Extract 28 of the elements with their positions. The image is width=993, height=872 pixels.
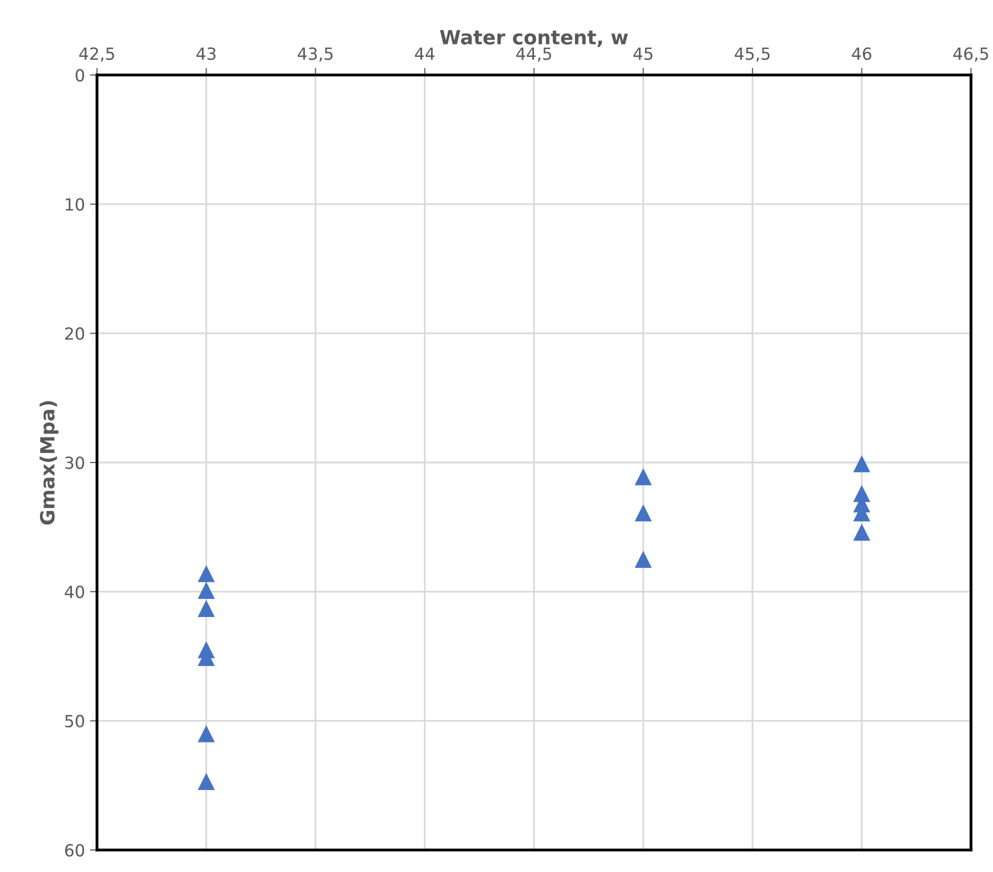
x-tick-label: 42,5 [79,47,114,62]
y-tick-label: 60 [65,844,84,857]
y-tick-label: 50 [65,714,84,728]
x-tick-label: 46 [852,47,872,60]
x-tick-label: 43,5 [298,47,333,62]
x-tick-label: 44 [414,48,434,60]
point [198,582,215,599]
x-tick-label: 46,5 [953,47,988,62]
y-tick-label: 0 [76,68,84,82]
y-tick-label: 20 [65,327,84,340]
point [634,504,652,522]
y-tick-label: 10 [66,198,84,211]
x-axis-title: Water content, w [440,30,628,48]
point [853,455,870,472]
x-tick-label: 43 [196,47,216,60]
x-tick-label: 45,5 [734,48,770,62]
y-tick-label: 30 [65,456,84,470]
y-axis-title: Gmax(Mpa) [40,401,58,525]
x-tick-label: 45 [633,48,652,60]
point [634,550,652,568]
y-tick-label: 40 [64,586,84,598]
point [198,773,215,790]
x-tick-label: 44,5 [516,48,552,62]
point [853,524,870,541]
point [198,600,215,617]
point [198,565,215,582]
point [634,468,652,486]
point [198,725,215,742]
